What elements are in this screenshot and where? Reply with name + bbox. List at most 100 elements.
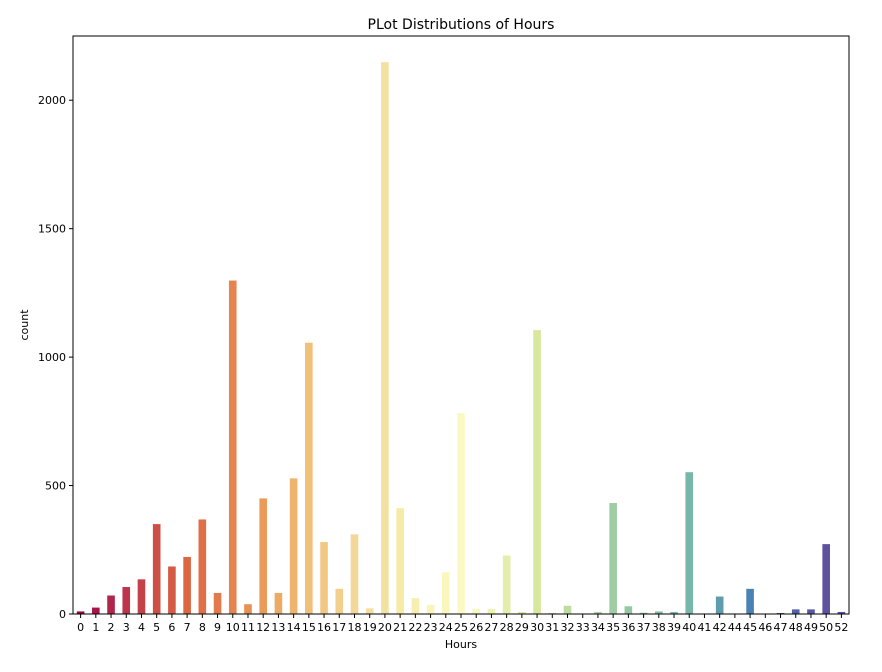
x-tick-label-9: 9 — [214, 621, 221, 634]
bar-25 — [457, 413, 465, 614]
x-tick-label-12: 12 — [256, 621, 270, 634]
bar-22 — [411, 598, 420, 614]
bar-48 — [791, 609, 800, 614]
bar-39 — [670, 611, 678, 614]
bar-21 — [396, 508, 404, 614]
x-tick-label-35: 35 — [606, 621, 620, 634]
x-tick-label-17: 17 — [332, 621, 346, 634]
y-tick-label-1000: 1000 — [38, 351, 66, 364]
bar-47 — [776, 612, 785, 614]
bar-38 — [655, 611, 663, 614]
chart-title: PLot Distributions of Hours — [368, 17, 555, 33]
bar-13 — [274, 592, 283, 614]
x-tick-label-7: 7 — [184, 621, 191, 634]
y-axis-label: count — [18, 309, 31, 341]
bar-29 — [518, 611, 526, 614]
x-tick-label-15: 15 — [302, 621, 316, 634]
bar-34 — [594, 611, 602, 614]
x-tick-label-1: 1 — [92, 621, 99, 634]
bar-5 — [152, 524, 161, 614]
x-tick-label-32: 32 — [561, 621, 575, 634]
x-tick-label-5: 5 — [153, 621, 160, 634]
bar-50 — [822, 544, 830, 614]
bar-11 — [244, 604, 252, 614]
x-tick-label-37: 37 — [637, 621, 651, 634]
y-axis: 0 500 1000 1500 2000 — [38, 94, 73, 621]
bar-30 — [533, 330, 541, 614]
bar-1 — [92, 607, 100, 614]
x-tick-label-38: 38 — [652, 621, 666, 634]
bar-2 — [107, 595, 115, 614]
x-tick-label-28: 28 — [500, 621, 514, 634]
bar-4 — [137, 579, 146, 614]
x-tick-label-46: 46 — [758, 621, 772, 634]
bar-37 — [639, 612, 648, 614]
x-tick-label-41: 41 — [697, 621, 711, 634]
x-tick-label-14: 14 — [287, 621, 301, 634]
x-tick-label-13: 13 — [271, 621, 285, 634]
x-tick-label-34: 34 — [591, 621, 605, 634]
y-tick-label-2000: 2000 — [38, 94, 66, 107]
bar-0 — [76, 611, 85, 614]
x-tick-label-26: 26 — [469, 621, 483, 634]
x-tick-label-10: 10 — [226, 621, 240, 634]
x-tick-label-16: 16 — [317, 621, 331, 634]
bar-12 — [259, 498, 267, 614]
bar-14 — [289, 478, 298, 614]
x-tick-label-21: 21 — [393, 621, 407, 634]
bar-15 — [305, 342, 313, 614]
bar-24 — [441, 572, 450, 614]
bar-8 — [198, 519, 207, 614]
x-tick-label-27: 27 — [484, 621, 498, 634]
bar-6 — [168, 566, 176, 614]
x-axis: 0 1 2 3 4 5 6 7 8 9 10 11 12 13 14 15 16 17 18 19 20 21 22 23 24… — [77, 614, 848, 634]
bar-17 — [335, 588, 344, 614]
bar-7 — [183, 556, 191, 614]
bar-18 — [350, 534, 359, 614]
bar-26 — [472, 608, 481, 614]
x-tick-label-29: 29 — [515, 621, 529, 634]
bar-3 — [122, 587, 131, 614]
x-tick-label-47: 47 — [774, 621, 788, 634]
bar-16 — [320, 542, 328, 614]
bar-27 — [487, 608, 496, 614]
bar-42 — [715, 596, 724, 614]
x-tick-label-0: 0 — [77, 621, 84, 634]
x-tick-label-45: 45 — [743, 621, 757, 634]
x-tick-label-3: 3 — [123, 621, 130, 634]
x-tick-label-2: 2 — [108, 621, 115, 634]
bar-45 — [746, 588, 754, 614]
bar-32 — [563, 605, 572, 614]
x-tick-label-39: 39 — [667, 621, 681, 634]
x-tick-label-48: 48 — [789, 621, 803, 634]
x-tick-label-50: 50 — [819, 621, 833, 634]
x-tick-label-33: 33 — [576, 621, 590, 634]
x-tick-label-49: 49 — [804, 621, 818, 634]
bar-36 — [624, 606, 633, 614]
y-tick-label-500: 500 — [45, 480, 66, 493]
x-tick-label-18: 18 — [347, 621, 361, 634]
x-tick-label-25: 25 — [454, 621, 468, 634]
bar-20 — [381, 62, 389, 615]
bars-group — [76, 62, 846, 615]
bar-19 — [365, 608, 374, 614]
x-tick-label-36: 36 — [621, 621, 635, 634]
x-tick-label-42: 42 — [713, 621, 727, 634]
x-tick-label-22: 22 — [408, 621, 422, 634]
bar-40 — [685, 472, 694, 614]
bar-28 — [502, 555, 511, 614]
x-tick-label-30: 30 — [530, 621, 544, 634]
x-tick-label-40: 40 — [682, 621, 696, 634]
bar-9 — [213, 592, 222, 614]
bar-31 — [548, 612, 557, 614]
x-tick-label-24: 24 — [439, 621, 453, 634]
bar-10 — [228, 280, 237, 614]
bar-52 — [837, 611, 846, 614]
x-axis-label: Hours — [445, 638, 477, 651]
x-tick-label-44: 44 — [728, 621, 742, 634]
x-tick-label-4: 4 — [138, 621, 145, 634]
x-tick-label-8: 8 — [199, 621, 206, 634]
bar-35 — [609, 503, 617, 614]
bar-23 — [426, 605, 435, 614]
